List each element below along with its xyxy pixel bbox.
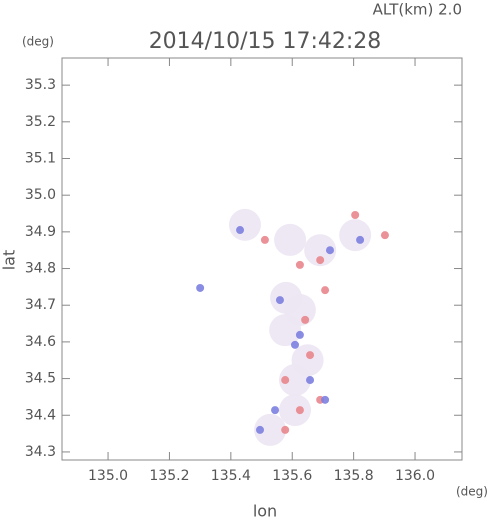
radar-echo (306, 376, 315, 385)
y-unit: (deg) (22, 35, 54, 49)
radar-echo (339, 219, 372, 252)
radar-echo (325, 246, 334, 255)
x-tick-label: 135.2 (149, 468, 189, 484)
y-tick-label: 34.8 (25, 261, 56, 277)
radar-echo (274, 223, 307, 256)
radar-echo (380, 231, 389, 240)
radar-echo (270, 281, 303, 314)
x-tick-label: 135.8 (334, 468, 374, 484)
y-tick-label: 34.4 (25, 407, 56, 423)
y-axis-label: lat (0, 250, 19, 271)
altitude-label: ALT(km) 2.0 (373, 1, 462, 19)
radar-echo (254, 413, 287, 446)
radar-echo (236, 226, 245, 235)
y-tick-label: 34.3 (25, 444, 56, 460)
radar-echo (228, 208, 261, 241)
radar-echo (316, 256, 325, 265)
x-tick-label: 136.0 (395, 468, 435, 484)
y-tick-label: 35.3 (25, 77, 56, 93)
radar-echo (271, 406, 280, 415)
y-tick-label: 34.7 (25, 297, 56, 313)
radar-echo (269, 314, 302, 347)
radar-echo (275, 296, 284, 305)
x-tick-label: 135.6 (272, 468, 312, 484)
radar-echo (295, 260, 304, 269)
x-tick-label: 135.0 (88, 468, 128, 484)
x-tick-label: 135.4 (211, 468, 251, 484)
radar-echo (291, 340, 300, 349)
radar-echo (356, 235, 365, 244)
y-tick-label: 35.0 (25, 187, 56, 203)
radar-echo (306, 351, 315, 360)
radar-echo (295, 330, 304, 339)
radar-echo (260, 235, 269, 244)
chart-title: 2014/10/15 17:42:28 (149, 29, 382, 54)
plot-frame (61, 57, 463, 461)
radar-echo (321, 286, 330, 295)
y-tick-label: 35.2 (25, 114, 56, 130)
y-tick-label: 34.6 (25, 334, 56, 350)
radar-echo (281, 425, 290, 434)
radar-echo (301, 315, 310, 324)
y-tick-label: 35.1 (25, 151, 56, 167)
radar-echo (304, 234, 337, 267)
y-tick-label: 34.9 (25, 224, 56, 240)
radar-echo (351, 210, 360, 219)
x-axis-label: lon (253, 502, 277, 521)
radar-echo (256, 425, 265, 434)
radar-echo (295, 406, 304, 415)
plot-marks (196, 208, 389, 446)
radar-echo (321, 395, 330, 404)
radar-echo (291, 344, 324, 377)
radar-echo (281, 376, 290, 385)
radar-echo (279, 394, 312, 427)
radar-echo (196, 283, 205, 292)
y-tick-label: 34.5 (25, 371, 56, 387)
x-unit: (deg) (456, 485, 488, 499)
